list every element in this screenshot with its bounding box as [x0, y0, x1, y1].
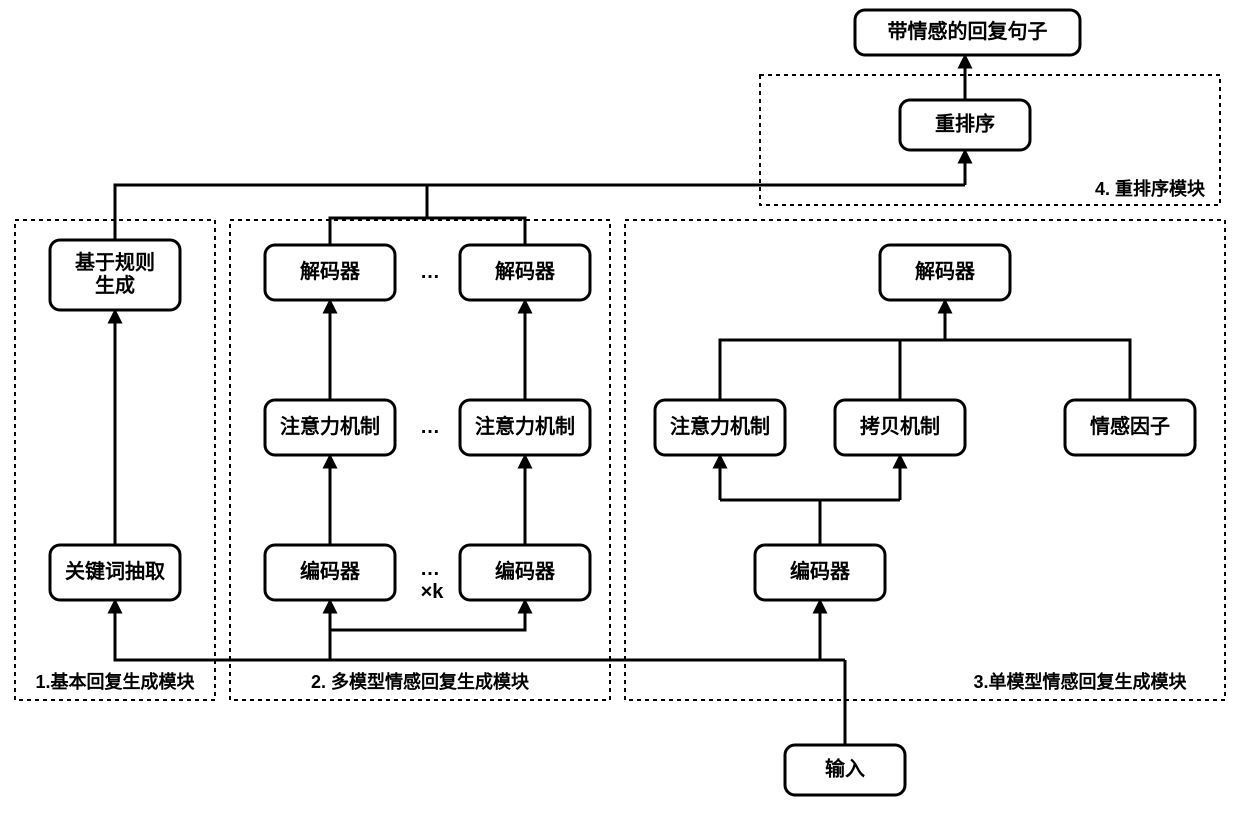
node-label: 解码器: [915, 259, 976, 283]
edge: [330, 600, 525, 630]
diagram-canvas: 1.基本回复生成模块 2. 多模型情感回复生成模块 3.单模型情感回复生成模块 4. …: [0, 0, 1240, 818]
module-label: 3.单模型情感回复生成模块: [973, 671, 1187, 692]
node-label: 解码器: [495, 259, 556, 283]
node-label: 编码器: [300, 559, 361, 583]
node-label: 编码器: [495, 559, 556, 583]
ellipsis: …: [420, 416, 440, 438]
edge: [330, 218, 525, 245]
node-label: 注意力机制: [475, 414, 575, 438]
node-label: 编码器: [790, 559, 851, 583]
node-label: 注意力机制: [280, 414, 380, 438]
node-label: 解码器: [300, 259, 361, 283]
ellipsis: ×k: [421, 581, 445, 603]
ellipsis: …: [420, 261, 440, 283]
module-label: 2. 多模型情感回复生成模块: [311, 671, 530, 692]
node-label: 注意力机制: [670, 414, 770, 438]
edge: [115, 185, 965, 240]
node-label: 重排序: [935, 112, 995, 136]
ellipsis: …: [420, 558, 440, 580]
module-label: 4. 重排序模块: [1095, 178, 1206, 199]
node-label: 关键词抽取: [65, 559, 165, 583]
node-label: 生成: [95, 273, 135, 297]
node-label: 带情感的回复句子: [888, 19, 1048, 43]
node-label: 基于规则: [75, 251, 155, 274]
edge: [720, 340, 1130, 400]
module-label: 1.基本回复生成模块: [35, 671, 195, 692]
node-label: 情感因子: [1090, 414, 1170, 438]
edge: [720, 500, 820, 545]
edge: [330, 630, 845, 660]
edge: [820, 500, 900, 545]
node-label: 拷贝机制: [860, 414, 940, 438]
node-label: 输入: [825, 757, 865, 781]
